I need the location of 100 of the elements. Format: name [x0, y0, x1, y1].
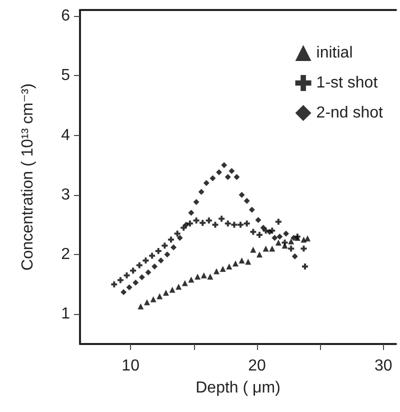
point [272, 234, 278, 241]
point [238, 192, 245, 198]
point [292, 253, 298, 260]
point [111, 281, 118, 288]
point [290, 234, 297, 241]
point [250, 228, 256, 235]
point [300, 246, 307, 252]
point [244, 220, 250, 227]
point [262, 246, 269, 252]
point [238, 258, 245, 264]
point [234, 174, 240, 180]
point [288, 238, 294, 244]
point [145, 269, 152, 276]
point [206, 218, 212, 224]
point [224, 220, 231, 227]
point [200, 272, 207, 278]
point [188, 210, 194, 216]
point [228, 168, 235, 174]
point [176, 284, 182, 290]
point [207, 274, 214, 280]
point [300, 236, 307, 243]
point [200, 220, 206, 226]
point [144, 299, 150, 306]
x-tick-label: 10 [122, 358, 140, 374]
point [256, 252, 262, 258]
point [226, 263, 232, 270]
point [224, 174, 231, 180]
point [164, 252, 170, 258]
x-tick-label: 30 [374, 358, 392, 374]
point [231, 222, 238, 228]
point [275, 218, 282, 225]
point [269, 246, 276, 252]
y-tick-label: 4 [61, 126, 70, 144]
point [182, 280, 188, 286]
legend-label: 2-nd shot [316, 104, 384, 122]
y-tick-label: 6 [61, 7, 70, 24]
point [238, 222, 244, 228]
point [260, 224, 266, 231]
point [169, 286, 176, 293]
y-tick-label: 5 [61, 67, 70, 84]
point [288, 246, 294, 252]
point [158, 258, 164, 264]
point [203, 180, 210, 186]
point [120, 289, 127, 296]
point [283, 230, 290, 237]
point [255, 216, 262, 223]
y-tick-label: 1 [61, 306, 70, 323]
point [220, 266, 226, 272]
point [152, 263, 158, 270]
point [194, 274, 201, 280]
point [170, 244, 177, 250]
x-axis-title: Depth ( μm) [196, 380, 280, 396]
point [188, 276, 194, 283]
point [210, 175, 216, 182]
point [162, 290, 169, 296]
point [142, 258, 149, 264]
point [168, 236, 174, 243]
point [138, 303, 144, 310]
y-tick-label: 3 [61, 186, 70, 204]
point [155, 248, 162, 254]
point [276, 234, 283, 240]
point [248, 206, 255, 213]
point [275, 240, 282, 246]
point [198, 188, 204, 195]
x-tick-label: 20 [248, 358, 266, 374]
legend-label: initial [316, 44, 353, 62]
point [304, 235, 311, 242]
point [232, 260, 238, 266]
point [117, 277, 124, 284]
point [282, 240, 288, 246]
point [245, 258, 252, 265]
legend-label: 1-st shot [316, 74, 378, 92]
point [266, 228, 273, 235]
point [218, 216, 225, 222]
point [250, 246, 256, 253]
point [124, 272, 130, 278]
point [130, 268, 136, 274]
point [174, 230, 180, 237]
point [256, 232, 262, 238]
point [149, 252, 156, 259]
point [150, 296, 156, 302]
point [193, 218, 200, 224]
point [162, 242, 168, 249]
point [212, 222, 218, 228]
point [156, 293, 163, 300]
point [176, 234, 183, 241]
point [221, 162, 228, 168]
point [216, 169, 222, 176]
point [193, 199, 200, 206]
point [183, 222, 190, 228]
point [126, 284, 132, 290]
point [132, 280, 139, 286]
y-axis-title: Concentration ( 10¹³ cm⁻³) [20, 83, 36, 271]
point [186, 220, 193, 227]
point [138, 274, 145, 280]
point [244, 198, 250, 204]
point [302, 263, 308, 270]
y-tick-label: 2 [61, 246, 70, 264]
point [214, 268, 220, 274]
point [136, 262, 142, 268]
